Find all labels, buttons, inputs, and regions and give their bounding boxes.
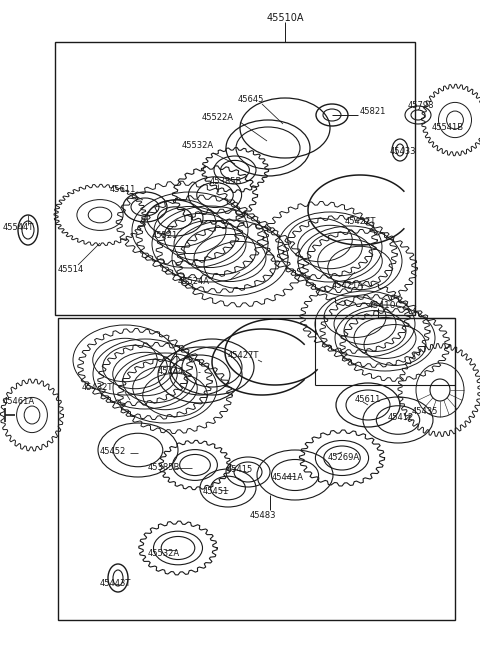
Text: 45514: 45514 xyxy=(58,266,84,274)
Text: 45483: 45483 xyxy=(250,510,276,520)
Text: 45510A: 45510A xyxy=(266,13,304,23)
Text: 45410C: 45410C xyxy=(368,300,403,310)
Text: 45412: 45412 xyxy=(388,413,414,422)
Text: 45611: 45611 xyxy=(110,186,136,194)
Text: 45798: 45798 xyxy=(408,100,434,110)
Text: 45452: 45452 xyxy=(100,447,126,457)
Text: 45524A: 45524A xyxy=(178,277,210,287)
Text: 45461A: 45461A xyxy=(3,398,35,407)
Text: 45415: 45415 xyxy=(227,466,253,474)
Text: 45522A: 45522A xyxy=(202,113,234,123)
Text: 45435: 45435 xyxy=(412,407,438,417)
Text: 45385B: 45385B xyxy=(210,178,242,186)
Text: 45611: 45611 xyxy=(355,396,382,405)
Text: 45541B: 45541B xyxy=(432,123,464,133)
Text: 45544T: 45544T xyxy=(3,224,34,232)
Text: 45432T: 45432T xyxy=(82,384,113,392)
Text: 45444: 45444 xyxy=(158,367,184,377)
Text: 45385B: 45385B xyxy=(148,464,180,472)
Text: 45532A: 45532A xyxy=(182,140,214,150)
Text: 45521: 45521 xyxy=(152,230,178,239)
Text: 45821: 45821 xyxy=(360,108,386,117)
Text: 45532A: 45532A xyxy=(148,548,180,558)
Text: 45441A: 45441A xyxy=(272,474,304,483)
Text: 45443T: 45443T xyxy=(100,579,132,588)
Text: 45427T: 45427T xyxy=(228,352,259,361)
Text: 45269A: 45269A xyxy=(328,453,360,462)
Text: 45645: 45645 xyxy=(238,96,264,104)
Text: 45433: 45433 xyxy=(390,148,417,157)
Text: 45421A: 45421A xyxy=(332,281,364,289)
Text: 45451: 45451 xyxy=(203,487,229,497)
Text: 45427T: 45427T xyxy=(345,218,376,226)
